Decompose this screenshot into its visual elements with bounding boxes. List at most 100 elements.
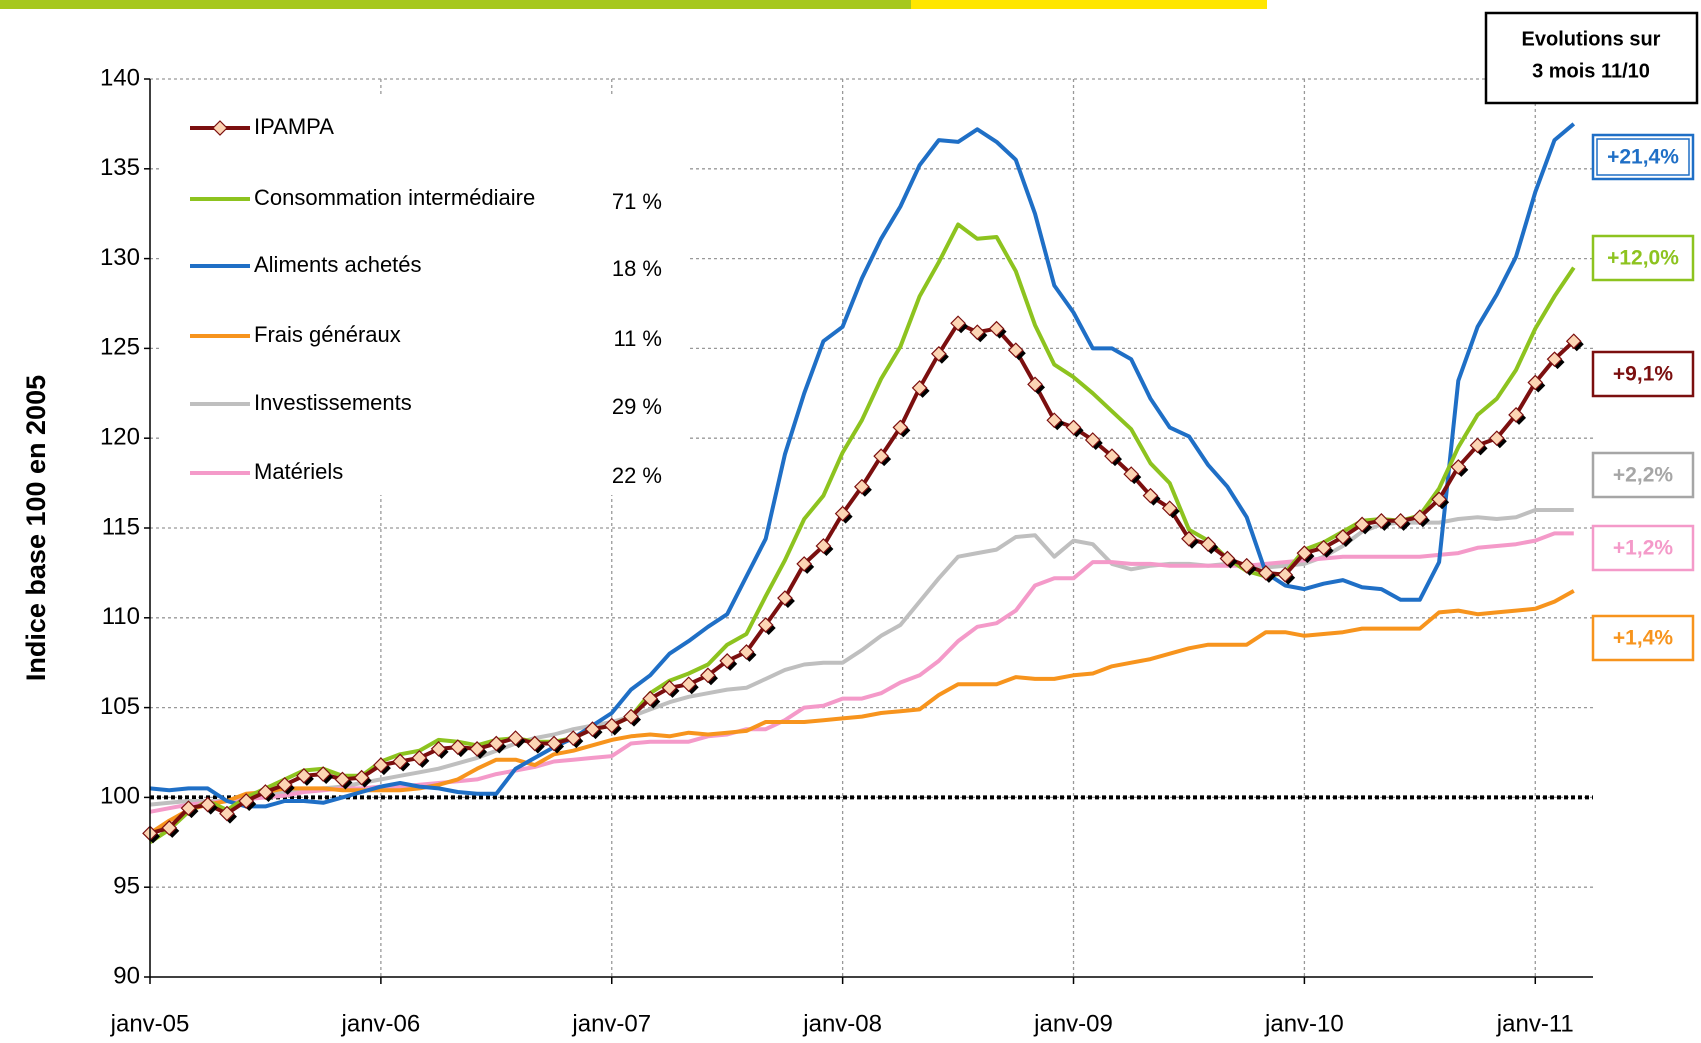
y-tick-label: 135 [100,154,140,181]
marker [815,538,832,554]
marker [1238,557,1255,574]
marker [161,820,178,836]
legend-share: 22 % [612,463,662,488]
evolution-box-title: 3 mois 11/10 [1532,60,1650,82]
evolution-box [1484,11,1699,105]
marker [1508,407,1524,423]
top-bar-green [0,0,911,9]
evolution-frame [1591,451,1695,499]
marker [449,739,466,755]
marker [642,690,659,707]
marker [623,708,639,725]
marker [969,324,986,341]
marker [507,730,524,746]
marker [565,730,582,746]
marker [1065,419,1082,436]
marker [1046,412,1063,429]
marker [854,478,870,495]
legend-background [160,95,690,495]
marker [315,766,332,782]
legend-share: 29 % [612,394,662,419]
marker [777,590,793,606]
y-tick-label: 140 [100,64,140,91]
marker [1104,448,1120,465]
evolution-frame [1591,350,1695,398]
y-tick-label: 130 [100,244,140,271]
legend-label: Frais généraux [254,322,401,347]
evolution-label: +1,2% [1613,537,1673,560]
marker [1565,333,1582,350]
legend-label: IPAMPA [254,114,334,139]
marker [1084,432,1101,448]
marker [700,667,716,684]
series-line [148,589,1575,835]
legend-label: Investissements [254,390,412,415]
evolution-frame [1591,614,1695,662]
marker [469,741,485,757]
marker [1142,487,1159,504]
y-tick-label: 110 [102,603,140,630]
marker [1450,459,1467,475]
marker [1527,374,1544,391]
marker [892,419,909,436]
y-tick-label: 100 [100,783,140,810]
series-line [149,122,1576,809]
evolution-frame-inner [1596,138,1690,176]
evolution-label: +12,0% [1607,247,1679,270]
marker [757,617,774,633]
legend-share: 11 % [613,326,662,351]
x-tick-label: janv-09 [1033,1010,1113,1037]
x-tick-label: janv-06 [341,1010,421,1037]
marker [719,653,736,669]
marker [661,679,678,696]
marker [1161,500,1178,517]
marker [873,448,889,465]
marker [257,784,274,800]
plot [142,122,1593,844]
legend-label: Aliments achetés [254,252,422,277]
evolution-box-title: Evolutions sur [1522,28,1661,50]
y-tick-label: 90 [113,962,140,989]
evolution-label: +2,2% [1613,464,1673,487]
x-tick-label: janv-07 [571,1010,651,1037]
evolution-label: +9,1% [1613,363,1673,386]
marker [1488,430,1505,447]
marker [546,735,562,752]
legend-label: Consommation intermédiaire [254,185,535,210]
marker [1219,550,1236,567]
series-line [149,508,1574,807]
x-tick-label: janv-08 [802,1010,882,1037]
y-axis-label: Indice base 100 en 2005 [21,375,51,681]
marker [1007,342,1024,359]
x-tick-label: janv-05 [110,1010,190,1037]
marker [1123,466,1140,482]
marker [584,721,601,738]
marker [603,717,620,734]
marker [950,315,966,332]
legend-label: Matériels [254,459,343,484]
marker [1411,509,1428,526]
marker [738,644,755,660]
marker [680,676,697,693]
marker [796,556,813,572]
y-tick-label: 120 [100,424,140,451]
marker [1315,539,1332,556]
legend-share: 18 % [612,256,662,281]
legend-share: 71 % [612,189,662,214]
marker [834,505,851,522]
marker [411,750,428,766]
marker [1258,565,1274,581]
x-tick-label: janv-11 [1496,1010,1574,1037]
y-tick-label: 125 [100,334,140,361]
marker [334,771,351,788]
marker [1181,530,1197,547]
marker [488,735,505,752]
marker [930,345,947,362]
marker [1296,545,1313,561]
y-tick-label: 95 [113,873,140,900]
marker [1546,351,1563,368]
legend-marker [212,120,228,136]
marker [1469,437,1486,454]
series-line [149,531,1574,814]
